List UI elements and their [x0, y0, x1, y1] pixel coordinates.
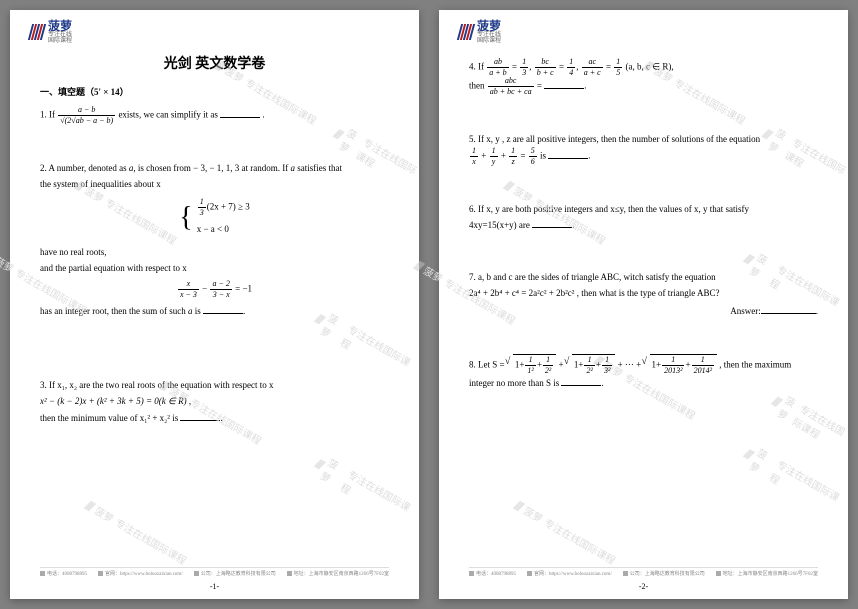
blank [180, 411, 220, 421]
page-1: 菠萝 专注在线 国际课程 菠萝专注在线国际课程 菠萝专注在线国际课程 菠萝专注在… [10, 10, 419, 599]
q3-eq: x² − (k − 2)x + (k² + 3k + 5) = 0(k ∈ R)… [40, 393, 389, 409]
logo-text: 菠萝 专注在线 国际课程 [48, 20, 72, 44]
q7-line2: 2a⁴ + 2b⁴ + c⁴ = 2a²c² + 2b²c² , then wh… [469, 285, 818, 301]
q2-line4: and the partial equation with respect to… [40, 260, 389, 276]
problem-4: 4. If aba + b = 13, bcb + c = 14, aca + … [469, 58, 818, 96]
problem-8: 8. Let S = 1+11²+12² + 1+12²+13² + ··· +… [469, 354, 818, 391]
footer-phone: 电话：4008798895 [469, 570, 516, 577]
blank [220, 108, 260, 118]
footer-company: 公司：上海略达教育科技有限公司 [623, 570, 705, 577]
footer-company: 公司：上海略达教育科技有限公司 [194, 570, 276, 577]
footer-address: 地址：上海市静安区南京西路1266号7F02室 [716, 570, 818, 577]
globe-icon [527, 571, 532, 576]
page-2: 菠萝 专注在线 国际课程 菠萝专注在线国际课程 菠萝专注在线国际课程 菠萝专注在… [439, 10, 848, 599]
blank [548, 149, 588, 159]
footer-phone: 电话：4008798895 [40, 570, 87, 577]
q1-text-post: exists, we can simplify it as [118, 110, 217, 120]
page-number: -2- [439, 582, 848, 591]
logo-block: 菠萝 专注在线 国际课程 [30, 20, 72, 44]
logo-block: 菠萝 专注在线 国际课程 [459, 20, 501, 44]
blank [544, 79, 584, 89]
problem-3: 3. If x₁, x₂ are the two real roots of t… [40, 377, 389, 426]
building-icon [194, 571, 199, 576]
q2-line2: the system of inequalities about x [40, 176, 389, 192]
logo-text: 菠萝 专注在线 国际课程 [477, 20, 501, 44]
q3-line1: 3. If x₁, x₂ are the two real roots of t… [40, 377, 389, 393]
blank [203, 304, 243, 314]
footer-address: 地址：上海市静安区南京西路1266号7F02室 [287, 570, 389, 577]
q2-line5: has an integer root, then the sum of suc… [40, 303, 389, 319]
left-brace-icon: { [179, 207, 192, 229]
logo-icon [459, 24, 473, 40]
logo-sub2: 国际课程 [477, 38, 501, 44]
q2-line3: have no real roots, [40, 244, 389, 260]
q3-line2: then the minimum value of x₁² + x₂² is . [40, 410, 389, 426]
footer: 电话：4008798895 官网：https://www.boluozaixia… [469, 567, 818, 577]
problem-7: 7. a, b and c are the sides of triangle … [469, 269, 818, 320]
logo-sub2: 国际课程 [48, 38, 72, 44]
blank [532, 218, 572, 228]
footer: 电话：4008798895 官网：https://www.boluozaixia… [40, 567, 389, 577]
title: 光剑 英文数学卷 [40, 53, 389, 73]
q6-line1: 6. If x, y are both positive integers an… [469, 201, 818, 217]
q5-line1: 5. If x, y , z are all positive integers… [469, 131, 818, 147]
footer-web: 官网：https://www.boluozaixian.com/ [98, 570, 183, 577]
building-icon [623, 571, 628, 576]
problem-5: 5. If x, y , z are all positive integers… [469, 131, 818, 166]
q7-line1: 7. a, b and c are the sides of triangle … [469, 269, 818, 285]
pin-icon [716, 571, 721, 576]
pin-icon [287, 571, 292, 576]
globe-icon [98, 571, 103, 576]
q2-line1: 2. A number, denoted as a, is chosen fro… [40, 160, 389, 176]
watermark: 菠萝专注在线国际课程 [84, 498, 190, 568]
problem-2: 2. A number, denoted as a, is chosen fro… [40, 160, 389, 319]
watermark: 菠萝专注在线国际课程 [739, 440, 848, 520]
watermark: 菠萝专注在线国际课程 [310, 450, 419, 530]
blank [761, 304, 816, 314]
page-number: -1- [10, 582, 419, 591]
blank [561, 376, 601, 386]
q2-partial-eq: xx − 3 − a − 23 − x = −1 [40, 280, 389, 299]
logo-name: 菠萝 [477, 20, 501, 32]
phone-icon [469, 571, 474, 576]
problem-6: 6. If x, y are both positive integers an… [469, 201, 818, 233]
footer-web: 官网：https://www.boluozaixian.com/ [527, 570, 612, 577]
section-header: 一、填空题（5' × 14） [40, 85, 389, 98]
q1-end: . [262, 110, 264, 120]
logo-name: 菠萝 [48, 20, 72, 32]
problem-1: 1. If a − b √(2√ab − a − b) exists, we c… [40, 106, 389, 125]
q1-fraction: a − b √(2√ab − a − b) [58, 106, 115, 125]
watermark: 菠萝专注在线国际课程 [513, 498, 619, 568]
phone-icon [40, 571, 45, 576]
q1-text-pre: 1. If [40, 110, 57, 120]
logo-icon [30, 24, 44, 40]
q2-system: { 13(2x + 7) ≥ 3 x − a < 0 [40, 198, 389, 237]
watermark: 菠萝专注在线国际课程 [767, 387, 850, 452]
